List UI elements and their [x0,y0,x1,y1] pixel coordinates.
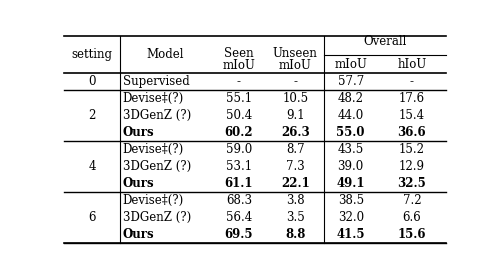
Text: 32.5: 32.5 [397,177,426,190]
Text: 0: 0 [88,75,96,88]
Text: Ours: Ours [123,228,154,241]
Text: Overall: Overall [364,35,407,48]
Text: 39.0: 39.0 [338,160,364,173]
Text: 44.0: 44.0 [338,109,364,122]
Text: 48.2: 48.2 [338,92,364,105]
Text: 7.2: 7.2 [402,194,421,207]
Text: -: - [410,75,414,88]
Text: 6.6: 6.6 [402,211,421,224]
Text: 55.1: 55.1 [226,92,252,105]
Text: 2: 2 [88,109,96,122]
Text: Seen: Seen [224,47,254,60]
Text: 49.1: 49.1 [337,177,365,190]
Text: 22.1: 22.1 [281,177,310,190]
Text: 7.3: 7.3 [286,160,305,173]
Text: 3DGenZ (?): 3DGenZ (?) [123,160,191,173]
Text: 55.0: 55.0 [337,126,365,139]
Text: Devise‡(?): Devise‡(?) [123,143,184,156]
Text: 59.0: 59.0 [226,143,252,156]
Text: 69.5: 69.5 [225,228,253,241]
Text: 3.8: 3.8 [286,194,305,207]
Text: 6: 6 [88,211,96,224]
Text: Ours: Ours [123,126,154,139]
Text: 57.7: 57.7 [338,75,364,88]
Text: Ours: Ours [123,177,154,190]
Text: Unseen: Unseen [273,47,318,60]
Text: 68.3: 68.3 [226,194,252,207]
Text: 12.9: 12.9 [399,160,425,173]
Text: 3.5: 3.5 [286,211,305,224]
Text: mIoU: mIoU [223,59,255,72]
Text: hIoU: hIoU [397,58,426,71]
Text: mIoU: mIoU [279,59,312,72]
Text: 15.6: 15.6 [397,228,426,241]
Text: Supervised: Supervised [123,75,189,88]
Text: 15.4: 15.4 [399,109,425,122]
Text: 50.4: 50.4 [226,109,252,122]
Text: 3DGenZ (?): 3DGenZ (?) [123,211,191,224]
Text: 4: 4 [88,160,96,173]
Text: 26.3: 26.3 [281,126,310,139]
Text: 17.6: 17.6 [399,92,425,105]
Text: 15.2: 15.2 [399,143,425,156]
Text: 8.7: 8.7 [286,143,305,156]
Text: -: - [293,75,297,88]
Text: Devise‡(?): Devise‡(?) [123,194,184,207]
Text: 53.1: 53.1 [226,160,252,173]
Text: 8.8: 8.8 [285,228,306,241]
Text: mIoU: mIoU [334,58,367,71]
Text: 60.2: 60.2 [225,126,253,139]
Text: -: - [237,75,241,88]
Text: 10.5: 10.5 [282,92,308,105]
Text: 61.1: 61.1 [225,177,253,190]
Text: 41.5: 41.5 [337,228,365,241]
Text: 43.5: 43.5 [338,143,364,156]
Text: 32.0: 32.0 [338,211,364,224]
Text: 36.6: 36.6 [397,126,426,139]
Text: Devise‡(?): Devise‡(?) [123,92,184,105]
Text: 38.5: 38.5 [338,194,364,207]
Text: 56.4: 56.4 [226,211,252,224]
Text: setting: setting [71,48,113,61]
Text: Model: Model [147,48,184,61]
Text: 9.1: 9.1 [286,109,305,122]
Text: 3DGenZ (?): 3DGenZ (?) [123,109,191,122]
